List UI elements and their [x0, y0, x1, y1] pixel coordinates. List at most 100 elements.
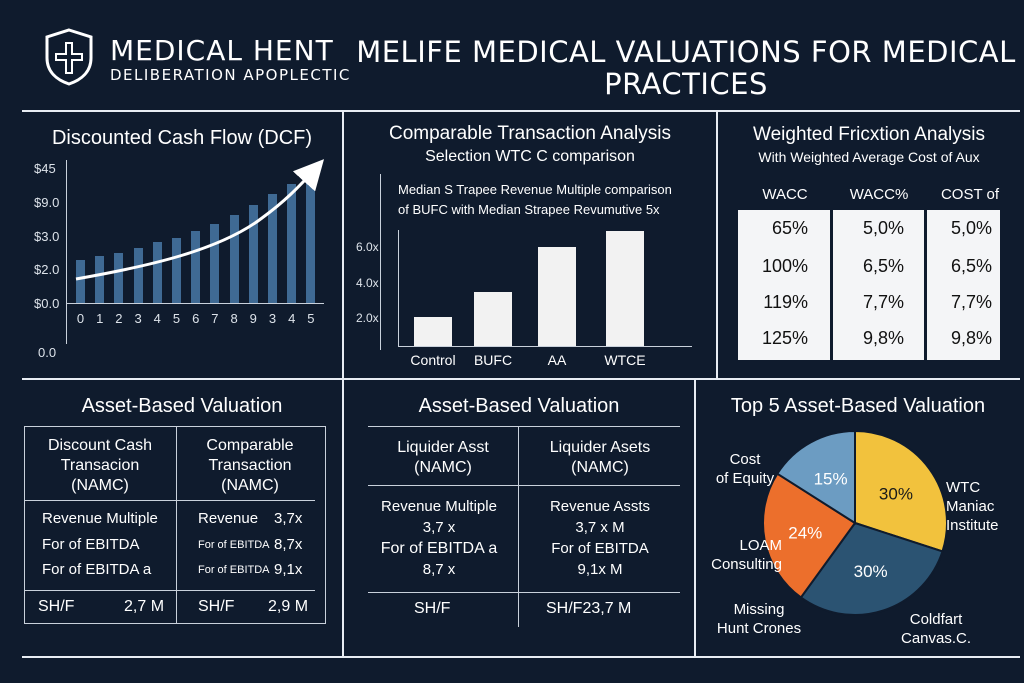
pie-slice-label: 30%	[854, 562, 888, 581]
dcf-bar	[172, 237, 181, 303]
asset-mid-col2-row: Revenue Assts	[549, 498, 651, 515]
top5-pie-chart: 30% 30% 24% 15%	[762, 429, 948, 616]
asset-left-foot-divider	[25, 590, 315, 591]
asset-left-col1-head: Discount Cash Transacion (NAMC)	[30, 436, 170, 496]
pie-label-line: of Equity	[715, 470, 775, 487]
weighted-cell: 65%	[771, 218, 808, 238]
asset-left-foot-label: SH/F	[38, 598, 75, 615]
asset-left-col2-head-line: Transaction	[208, 457, 292, 474]
asset-left-row-label: For of EBITDA a	[42, 561, 152, 578]
pie-label-missing: Missing Hunt Crones	[704, 600, 814, 638]
comparable-y-axis	[398, 230, 399, 346]
pie-label-line: Maniac	[946, 498, 995, 515]
divider-bottom	[22, 656, 1020, 658]
pie-slice	[775, 429, 856, 525]
pie-label-line: Hunt Crones	[716, 620, 802, 637]
page-title-line2: PRACTICES	[604, 67, 768, 101]
pie-slice-label: 24%	[788, 523, 822, 542]
asset-left-col2-head-line: (NAMC)	[221, 477, 279, 494]
asset-left-foot-value: 2,7 M	[124, 598, 165, 615]
comparable-xtick: WTCE	[604, 352, 646, 368]
comparable-ytick: 6.0x	[356, 240, 379, 254]
comparable-x-axis	[398, 346, 692, 347]
asset-mid-col2-head: Liquider Asets (NAMC)	[520, 438, 680, 478]
dcf-xtick: 9	[249, 311, 257, 326]
asset-left-col2-head: Comparable Transaction (NAMC)	[180, 436, 320, 496]
weighted-table	[738, 210, 830, 360]
weighted-cell: 9,8%	[950, 328, 992, 348]
asset-mid-col1-row: For of EBITDA a	[380, 540, 498, 557]
asset-mid-col1-head-line: (NAMC)	[414, 459, 472, 476]
dcf-bar	[229, 215, 239, 303]
dcf-xtick: 4	[153, 311, 161, 326]
dcf-xtick: 1	[96, 311, 104, 326]
asset-left-table	[24, 426, 326, 624]
comparable-bar	[606, 230, 644, 346]
asset-mid-head-divider	[368, 426, 680, 427]
comparable-subtitle: Selection WTC C comparison	[425, 148, 635, 165]
comparable-bar	[474, 291, 512, 346]
pie-label-loam: LOAM Consulting	[698, 536, 782, 574]
asset-left-row-divider	[25, 500, 315, 501]
dcf-y-axis	[66, 160, 67, 344]
asset-left-foot-label: SH/F	[198, 598, 235, 615]
asset-left-row-label: Revenue Multiple	[42, 510, 158, 527]
logo-subtitle: DELIBERATION APOPLECTIC	[110, 66, 351, 84]
weighted-cell: 5,0%	[950, 218, 992, 238]
divider-middle	[22, 378, 1020, 380]
pie-slice-label: 15%	[814, 470, 848, 489]
dcf-ytick: $0.0	[34, 296, 60, 311]
asset-left-row2-label: For of EBITDA	[198, 539, 270, 551]
comparable-bar	[538, 246, 576, 346]
asset-left-row2-label: Revenue	[198, 510, 259, 527]
weighted-header: COST of	[940, 186, 1000, 203]
dcf-bar	[268, 193, 277, 303]
pie-label-line: Canvas.C.	[900, 630, 972, 647]
weighted-cell: 7,7%	[950, 292, 992, 312]
asset-mid-col1-row: Revenue Multiple	[381, 498, 497, 515]
asset-mid-col1-row: 8,7 x	[422, 561, 456, 578]
asset-left-row2-label: For of EBITDA	[198, 564, 270, 576]
dcf-ytick: $45	[34, 161, 56, 176]
asset-mid-col2-row: 9,1x M	[577, 561, 623, 578]
comparable-note-box	[380, 174, 381, 350]
weighted-cell: 119%	[763, 292, 808, 312]
dcf-bar	[76, 259, 85, 303]
asset-left-title: Asset-Based Valuation	[81, 395, 283, 417]
weighted-table	[833, 210, 924, 360]
comparable-note-line2: of BUFC with Median Strapee Revumutive 5…	[398, 202, 660, 217]
comparable-title: Comparable Transaction Analysis	[389, 123, 671, 144]
pie-label-line: LOAM	[739, 537, 782, 554]
weighted-cell: 125%	[761, 328, 808, 348]
asset-left-row2-value: 8,7x	[274, 536, 303, 553]
comparable-xtick: Control	[410, 352, 456, 368]
dcf-ytick: $3.0	[34, 229, 60, 244]
comparable-xtick: AA	[547, 352, 567, 368]
divider-v1	[342, 110, 344, 656]
asset-left-col-divider	[176, 427, 177, 623]
divider-top	[22, 110, 1020, 112]
pie-label-line: Institute	[946, 517, 999, 534]
dcf-x-axis	[66, 303, 324, 304]
dcf-bar	[248, 204, 258, 303]
asset-mid-foot-left: SH/F	[414, 600, 451, 617]
weighted-cell: 7,7%	[862, 292, 904, 312]
asset-mid-col2-row: 3,7 x M	[575, 519, 625, 536]
pie-slice	[854, 429, 948, 553]
dcf-xtick: 5	[307, 311, 315, 326]
dcf-bar	[133, 247, 143, 303]
asset-mid-col2-row: For of EBITDA	[551, 540, 649, 557]
weighted-cell: 6,5%	[862, 256, 904, 276]
dcf-xtick: 8	[230, 311, 238, 326]
comparable-bar	[414, 317, 452, 346]
page-title-line1: MELIFE MEDICAL VALUATIONS FOR MEDICAL	[356, 35, 1016, 69]
weighted-header: WACC	[762, 186, 808, 203]
asset-left-row2-value: 9,1x	[274, 561, 303, 578]
asset-left-row2-value: 3,7x	[274, 510, 303, 527]
asset-mid-col1-rows: Revenue Multiple 3,7 x For of EBITDA a 8…	[364, 496, 514, 580]
pie-label-line: Cost	[729, 451, 761, 468]
asset-left-foot-value: 2,9 M	[268, 598, 309, 615]
asset-mid-row-divider	[368, 485, 680, 486]
dcf-xtick: 3	[268, 311, 277, 326]
dcf-xtick: 2	[115, 311, 123, 326]
